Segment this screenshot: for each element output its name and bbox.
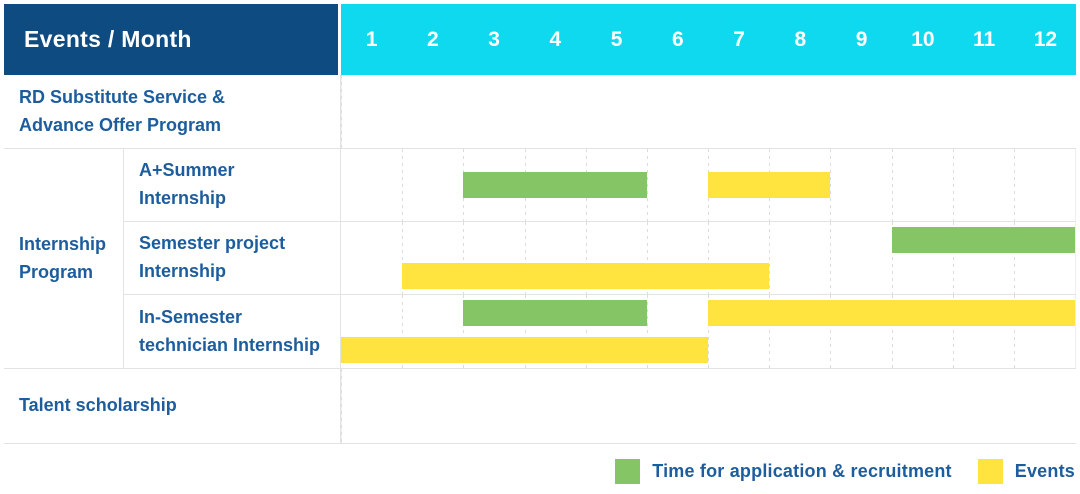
month-gridline [646,222,648,294]
row-group: RD Substitute Service & Advance Offer Pr… [4,75,1076,149]
table-row: Talent scholarship [4,369,342,443]
row-chart-area [341,75,342,148]
row-label-cell: In-Semester technician Internship [124,295,341,368]
month-gridline [952,295,954,368]
legend-label: Events [1014,461,1075,481]
month-gridline [830,295,832,368]
month-gridline [952,222,954,294]
month-gridline [891,222,893,294]
month-gridline [524,222,526,294]
month-gridline [952,149,954,221]
bar-line [341,149,1075,221]
month-gridline [341,75,342,148]
month-gridline [524,295,526,368]
row-chart-area [341,369,342,443]
gantt-bar-recruitment [463,172,647,198]
month-header-12: 12 [1033,27,1058,51]
table-row: A+Summer Internship [124,149,1076,222]
table-row: Semester project Internship [124,222,1076,295]
month-gridline [708,222,709,294]
month-header-7: 7 [733,27,745,51]
legend-swatch-event [977,459,1003,484]
row-group: Internship Program A+Summer Internship Sem… [4,149,1076,369]
month-gridline [463,222,465,294]
row-group: Talent scholarship [4,369,1076,444]
gantt-table: Events / Month 1 2 3 4 5 6 7 8 9 10 11 12 RD Substi… [4,4,1076,444]
month-gridline [891,149,893,221]
month-header-6: 6 [672,27,684,51]
month-gridline [891,295,893,368]
bar-line [341,258,1075,294]
header-title-cell: Events / Month [4,4,341,75]
month-header-9: 9 [855,27,868,51]
month-gridline [708,295,709,368]
gantt-bar-recruitment [891,227,1075,253]
month-gridline [402,295,404,368]
legend-label: Time for application & recruitment [652,461,952,481]
month-gridline [769,222,771,294]
gantt-bar-event [708,300,1075,327]
row-label-cell: Talent scholarship [4,369,341,443]
month-gridline [646,295,648,368]
month-header-4: 4 [549,27,562,51]
table-body: RD Substitute Service & Advance Offer Pr… [4,75,1076,444]
header-months-band: 1 2 3 4 5 6 7 8 9 10 11 12 [341,4,1076,75]
gantt-bar-event [341,336,708,363]
month-header-1: 1 [365,27,378,51]
month-gridline [585,295,587,368]
table-row: RD Substitute Service & Advance Offer Pr… [4,75,342,148]
month-header-8: 8 [794,27,807,51]
row-chart-area [341,295,1076,368]
month-header-5: 5 [610,27,623,51]
bar-line [341,222,1075,258]
table-row: In-Semester technician Internship [124,295,1076,368]
row-label-cell: A+Summer Internship [124,149,341,221]
month-gridline [769,295,771,368]
row-chart-area [341,149,1076,221]
gantt-bar-event [708,172,831,198]
group-rows: A+Summer Internship Semester project Inte… [124,149,1076,368]
month-header-10: 10 [911,27,935,51]
month-gridline [646,149,648,221]
row-chart-area [341,222,1076,294]
row-label-cell: Semester project Internship [124,222,341,294]
month-gridline [402,222,404,294]
group-label-cell: Internship Program [4,149,124,368]
bar-line [341,332,1075,369]
month-gridline [341,369,342,443]
month-header-3: 3 [488,27,500,51]
month-gridline [830,149,832,221]
month-gridline [1013,295,1015,368]
month-gridline [830,222,832,294]
table-header-row: Events / Month 1 2 3 4 5 6 7 8 9 10 11 12 [4,4,1076,75]
legend-swatch-recruitment [615,459,641,484]
month-gridline [585,222,587,294]
legend: Time for application & recruitment Events [615,459,1075,484]
gantt-bar-event [402,263,770,289]
legend-item-event: Events [977,459,1075,484]
month-header-2: 2 [427,27,439,51]
month-gridline [402,149,404,221]
bar-line [341,295,1075,332]
month-gridline [1013,222,1015,294]
row-label-cell: RD Substitute Service & Advance Offer Pr… [4,75,341,148]
month-gridline [463,295,465,368]
month-header-11: 11 [973,27,996,51]
month-gridline [1013,149,1015,221]
gantt-bar-recruitment [463,300,647,327]
legend-item-recruitment: Time for application & recruitment [615,459,952,484]
